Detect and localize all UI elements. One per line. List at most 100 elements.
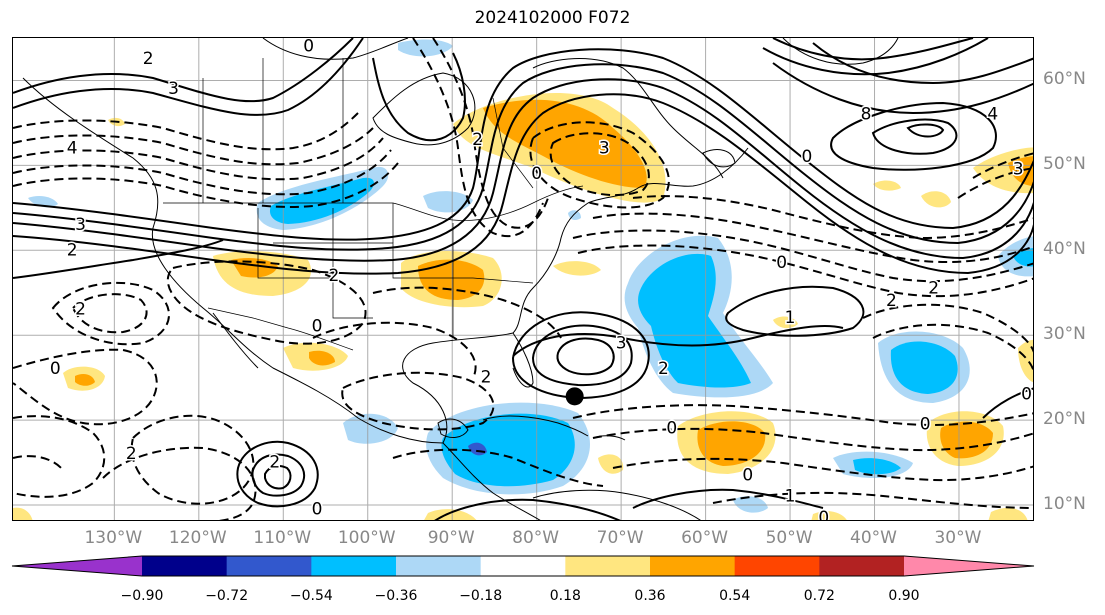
longitude-tick-label: 70°W [596,528,644,548]
contour-label: 3 [168,79,179,99]
contour-solid-jet-1 [13,48,1033,241]
longitude-tick-label: 60°W [681,528,729,548]
contour-label: 1 [785,308,796,328]
contour-label: 2 [269,453,280,473]
latitude-tick-label: 60°N [1043,69,1086,90]
contour-solid-east-trop [982,387,1033,419]
contour-label: 0 [303,38,314,56]
contour-dashed-north-3 [13,137,384,181]
contour-label: 4 [987,104,998,124]
contour-dashed-east-3 [972,152,1033,179]
contour-solid-greenland-1 [772,38,974,61]
contour-dashed-atl-1 [572,229,1033,283]
coast-central-america [442,442,541,520]
contour-label: 0 [312,499,323,519]
shade-yellow-small3 [773,316,798,329]
shade-lightblue-gulf-west [343,413,398,444]
contour-dashed-north-1 [13,112,359,151]
contour-solid-greenland-2 [762,38,989,76]
longitude-tick-label: 120°W [168,528,227,548]
contour-solid-north-2 [13,38,364,116]
contour-label: 2 [481,368,492,388]
colorbar-max-arrow [904,556,1034,576]
contour-solid-sw [13,239,224,279]
coast-greenland [782,38,899,65]
shade-yellow-africa [1018,339,1033,383]
contour-dashed-atl-2 [577,244,1033,298]
shade-yellow-small9 [988,507,1028,520]
anomaly-shading [13,39,1033,520]
latitude-tick-label: 30°N [1043,324,1086,345]
contour-solid-high-1 [830,101,997,171]
contour-label: 2 [75,300,86,320]
colorbar-tick-label: 0.54 [719,588,751,604]
shade-blue-plains [269,177,375,224]
contour-dashed-gulf-2 [372,286,562,339]
longitude-tick-label: 110°W [253,528,312,548]
longitude-tick-label: 130°W [84,528,143,548]
contour-label: 0 [50,359,61,379]
contour-solid-jet-2 [13,63,1033,251]
marker-layer [565,387,584,406]
longitude-tick-label: 90°W [427,528,475,548]
border-states-3 [332,278,373,319]
colorbar-tick-label: −0.18 [459,588,503,604]
colorbar-tick-label: 0.18 [549,588,581,604]
contour-dashed-sw-1 [13,415,106,498]
contour-solid-jet-3 [13,78,1033,262]
colorbar-segment [396,556,482,576]
contour-label: 0 [312,317,323,337]
contour-dashed-pac-1 [13,348,158,426]
shade-yellow-small4 [553,261,601,276]
contour-label: 8 [861,104,872,124]
shade-lightblue-small1 [28,196,58,208]
longitude-tick-label: 30°W [934,528,982,548]
shade-yellow-small6 [424,509,477,520]
contour-solid-ridge-east [812,42,1033,85]
contour-label: 3 [616,334,627,354]
coast-northeast [587,147,749,204]
shade-yellow-small8 [811,511,847,520]
longitude-tick-label: 100°W [337,528,396,548]
contour-label: 0 [666,419,677,439]
coast-newfoundland [702,149,736,168]
shade-yellow-small1 [873,180,901,191]
contour-solid-south-1 [434,498,621,520]
contour-label: 2 [329,266,340,286]
contour-label: 2 [658,359,669,379]
contour-dashed-gulf-1 [312,321,477,379]
contour-dashed-trough-2 [432,38,549,229]
contour-label: 0 [742,465,753,485]
colorbar-segment [734,556,820,576]
contour-label: 0 [818,508,829,521]
colorbar-tick-label: 0.90 [888,588,920,604]
shade-blue-caribbean [441,413,575,487]
contour-solid-pac-low [236,440,319,508]
colorbar-segment [311,556,397,576]
contour-label: 0 [920,414,931,434]
black-dot-marker [565,387,584,406]
shade-orange-labrador [483,99,647,188]
shade-yellow-small5 [598,454,624,474]
contour-label: 4 [67,138,78,158]
contour-solid-atl-low-4 [512,325,844,357]
colorbar-tick-label: 0.36 [634,588,666,604]
contour-label: 2 [67,240,78,260]
map-title: 2024102000 F072 [474,8,631,28]
contour-solid-east-ridge [725,285,865,337]
colorbar-segment [480,556,566,576]
contour-dashed-north-4 [13,149,392,196]
contour-label: 2 [472,130,483,150]
contour-solid-high-3 [906,123,945,138]
contour-dashed-sw-2 [13,455,64,471]
shade-blue-atlantic [638,253,751,388]
contour-solid-hudson-1 [372,52,466,142]
contour-solid-atl-low [511,311,650,400]
shade-yellow-small2 [921,191,951,208]
contour-label: 0 [531,164,542,184]
coast-hudson [372,72,476,146]
contour-label: 3 [1013,160,1024,180]
coast-south-america [532,489,701,520]
height-contours [13,38,1033,520]
